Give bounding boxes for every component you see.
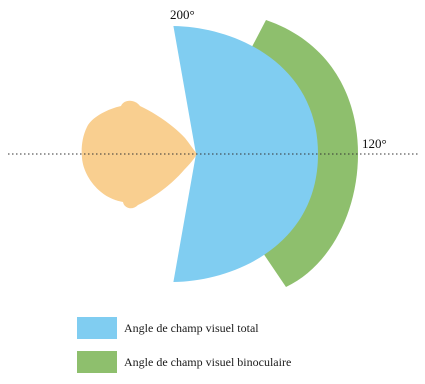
legend-item-total: Angle de champ visuel total [77, 316, 397, 340]
legend: Angle de champ visuel total Angle de cha… [77, 316, 397, 384]
total-angle-label: 200° [170, 7, 195, 22]
visual-field-diagram: 200° 120° [8, 7, 420, 287]
legend-label-total: Angle de champ visuel total [124, 320, 259, 335]
head-top-view-icon [81, 100, 197, 209]
legend-swatch-total [77, 317, 117, 339]
legend-swatch-binocular [77, 351, 117, 373]
total-field-sector [173, 26, 318, 282]
legend-label-binocular: Angle de champ visuel binoculaire [124, 354, 292, 369]
binocular-angle-label: 120° [362, 136, 387, 151]
legend-item-binocular: Angle de champ visuel binoculaire [77, 350, 397, 374]
